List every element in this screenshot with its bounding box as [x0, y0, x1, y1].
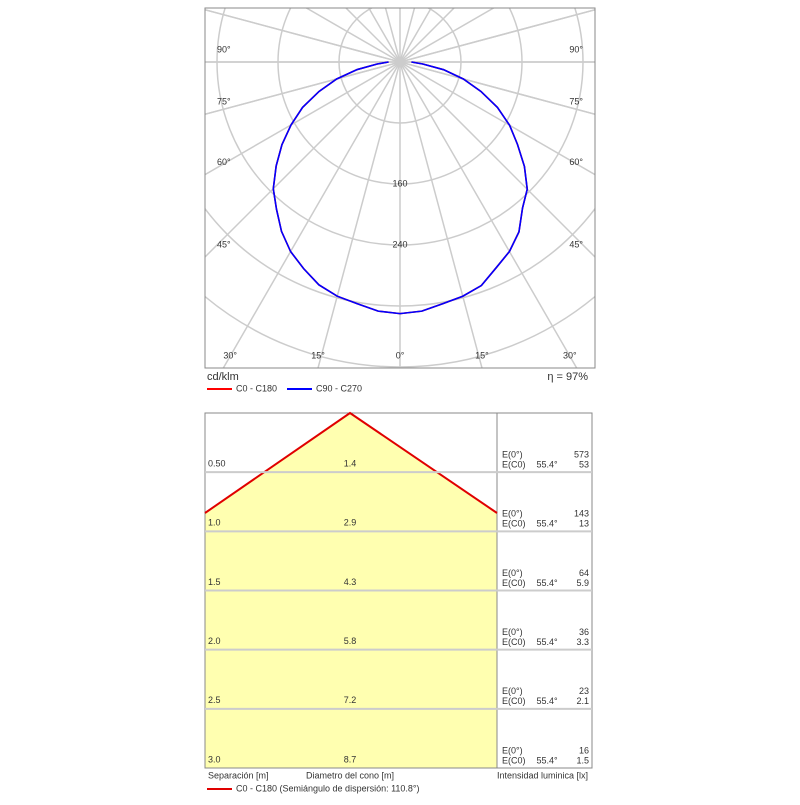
e0-value: 573 [574, 450, 589, 460]
efficiency: η = 97% [547, 371, 588, 383]
ec0-label: E(C0) [502, 637, 526, 647]
ec0-label: E(C0) [502, 696, 526, 706]
col-header: Diametro del cono [m] [306, 770, 394, 780]
distance: 3.0 [208, 754, 221, 764]
angle-label: 45° [217, 239, 231, 249]
col-header: Separación [m] [208, 770, 269, 780]
radial-line [205, 8, 595, 116]
angle-label: 105° [217, 0, 236, 2]
distance: 2.5 [208, 695, 221, 705]
ec0-value: 1.5 [576, 755, 589, 765]
angle-label: 0° [396, 350, 405, 360]
e0-value: 64 [579, 568, 589, 578]
diameter: 2.9 [344, 518, 357, 528]
angle-label: 105° [564, 0, 583, 2]
ec0-label: E(C0) [502, 755, 526, 765]
angle: 55.4° [536, 519, 558, 529]
angle-label: 15° [475, 350, 489, 360]
ec0-label: E(C0) [502, 460, 526, 470]
distance: 2.0 [208, 636, 221, 646]
angle: 55.4° [536, 460, 558, 470]
angle-label: 45° [569, 239, 583, 249]
angle: 55.4° [536, 696, 558, 706]
diameter: 4.3 [344, 577, 357, 587]
e0-value: 23 [579, 686, 589, 696]
angle: 55.4° [536, 755, 558, 765]
ec0-label: E(C0) [502, 519, 526, 529]
e0-value: 143 [574, 509, 589, 519]
e0-label: E(0°) [502, 509, 523, 519]
ec0-value: 3.3 [576, 637, 589, 647]
angle-label: 60° [217, 157, 231, 167]
angle-label: 30° [223, 350, 237, 360]
angle-label: 60° [569, 157, 583, 167]
angle-label: 90° [569, 44, 583, 54]
distance: 1.0 [208, 518, 221, 528]
angle: 55.4° [536, 637, 558, 647]
e0-label: E(0°) [502, 568, 523, 578]
polar-frame [204, 7, 596, 369]
e0-value: 36 [579, 627, 589, 637]
diameter: 5.8 [344, 636, 357, 646]
ec0-value: 2.1 [576, 696, 589, 706]
diameter: 7.2 [344, 695, 357, 705]
legend-label: C0 - C180 [236, 383, 277, 393]
e0-label: E(0°) [502, 745, 523, 755]
ec0-value: 5.9 [576, 578, 589, 588]
cone-line [204, 411, 498, 514]
radial-label: 160 [392, 178, 407, 188]
diameter: 8.7 [344, 754, 357, 764]
legend-label: C90 - C270 [316, 383, 362, 393]
distance: 1.5 [208, 577, 221, 587]
unit-label: cd/klm [207, 371, 239, 383]
col-header: Intensidad luminica [lx] [497, 770, 588, 780]
angle-label: 30° [563, 350, 577, 360]
diameter: 1.4 [344, 459, 357, 469]
ec0-value: 53 [579, 460, 589, 470]
intensity-curve [272, 61, 529, 315]
distance: 0.50 [208, 459, 226, 469]
legend-label: C0 - C180 (Semiángulo de dispersión: 110… [236, 783, 420, 793]
ec0-value: 13 [579, 519, 589, 529]
e0-label: E(0°) [502, 627, 523, 637]
angle-label: 75° [217, 97, 231, 107]
angle-label: 15° [311, 350, 325, 360]
e0-value: 16 [579, 745, 589, 755]
radial-label: 240 [392, 239, 407, 249]
angle: 55.4° [536, 578, 558, 588]
angle-label: 75° [569, 97, 583, 107]
e0-label: E(0°) [502, 450, 523, 460]
ec0-label: E(C0) [502, 578, 526, 588]
e0-label: E(0°) [502, 686, 523, 696]
angle-label: 90° [217, 44, 231, 54]
